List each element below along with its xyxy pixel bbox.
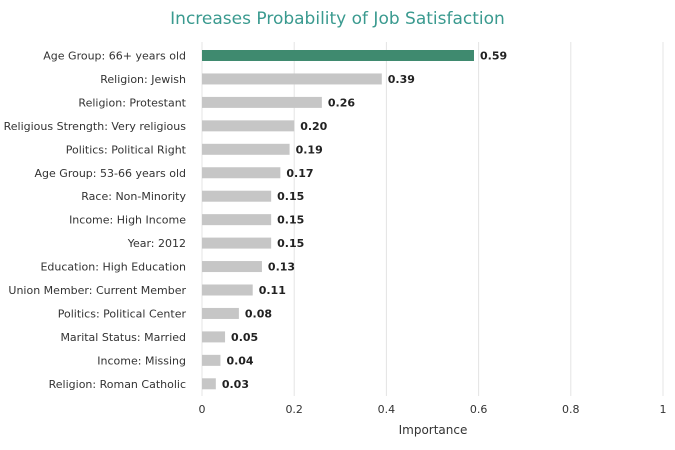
value-label: 0.59: [480, 50, 507, 63]
category-label: Age Group: 53-66 years old: [35, 167, 186, 180]
category-label: Religion: Roman Catholic: [49, 378, 186, 391]
category-label: Marital Status: Married: [60, 331, 186, 344]
value-label: 0.04: [226, 354, 253, 367]
category-label: Race: Non-Minority: [81, 190, 186, 203]
bar: [202, 190, 272, 202]
category-label: Union Member: Current Member: [8, 284, 186, 297]
bar: [202, 307, 239, 319]
category-label: Income: High Income: [69, 214, 186, 227]
value-label: 0.15: [277, 237, 304, 250]
value-label: 0.15: [277, 214, 304, 227]
category-label: Year: 2012: [127, 237, 186, 250]
chart-title: Increases Probability of Job Satisfactio…: [170, 9, 505, 29]
bar: [202, 167, 281, 179]
value-label: 0.17: [286, 167, 313, 180]
x-axis-label: Importance: [399, 423, 468, 437]
category-label: Politics: Political Center: [58, 307, 187, 320]
value-label: 0.05: [231, 331, 258, 344]
bar: [202, 284, 253, 296]
value-label: 0.03: [222, 378, 249, 391]
category-label: Politics: Political Right: [66, 143, 187, 156]
bar: [202, 237, 272, 249]
category-label: Age Group: 66+ years old: [43, 50, 186, 63]
bar: [202, 214, 272, 226]
x-tick-label: 1: [660, 403, 667, 416]
x-tick-label: 0.6: [470, 403, 488, 416]
x-tick-label: 0.8: [562, 403, 580, 416]
bar: [202, 143, 290, 155]
category-label: Income: Missing: [97, 354, 186, 367]
value-label: 0.08: [245, 307, 272, 320]
value-label: 0.19: [296, 143, 323, 156]
bar: [202, 331, 226, 343]
value-label: 0.26: [328, 96, 355, 109]
x-tick-label: 0.2: [285, 403, 303, 416]
value-label: 0.11: [259, 284, 286, 297]
value-label: 0.20: [300, 120, 327, 133]
bar: [202, 261, 262, 273]
bar: [202, 96, 322, 108]
bar: [202, 120, 295, 132]
bar: [202, 378, 216, 390]
category-label: Religion: Protestant: [78, 96, 186, 109]
bar: [202, 73, 382, 85]
bar: [202, 354, 221, 366]
category-label: Education: High Education: [40, 261, 186, 274]
category-label: Religion: Jewish: [100, 73, 186, 86]
value-label: 0.15: [277, 190, 304, 203]
bar: [202, 50, 474, 61]
value-label: 0.13: [268, 261, 295, 274]
x-tick-label: 0.4: [378, 403, 396, 416]
value-label: 0.39: [388, 73, 415, 86]
x-tick-label: 0: [199, 403, 206, 416]
category-label: Religious Strength: Very religious: [4, 120, 187, 133]
